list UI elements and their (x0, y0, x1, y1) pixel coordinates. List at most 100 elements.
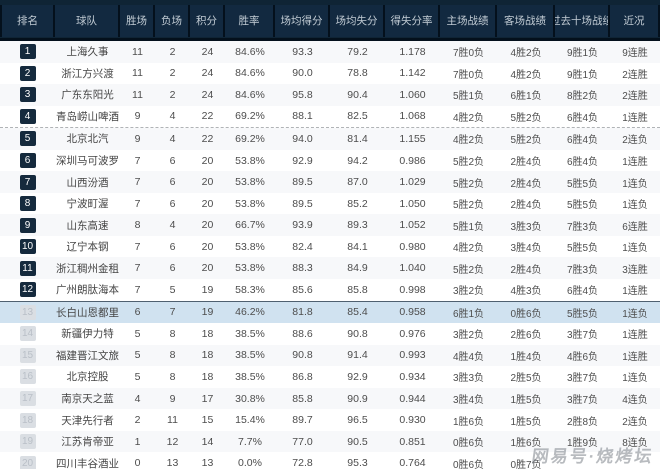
cell-recent: 2连胜 (622, 69, 648, 81)
rank-badge: 9 (19, 217, 36, 233)
cell-recent: 3连胜 (622, 264, 648, 276)
cell-wins: 8 (134, 219, 141, 232)
cell-rank: 15 (0, 347, 55, 363)
cell-losses: 8 (169, 370, 176, 383)
cell-losses: 4 (169, 132, 176, 145)
cell-home: 0胜6负 (452, 438, 485, 450)
cell-losses: 2 (169, 88, 176, 101)
cell-recent: 1连胜 (622, 112, 648, 124)
cell-points: 13 (201, 457, 214, 469)
table-row[interactable]: 15 福建晋江文旅 5 8 18 38.5% 90.8 91.4 0.993 4胜4负 1胜4负 4胜… (0, 344, 660, 367)
cell-home: 5胜1负 (452, 91, 485, 103)
cell-last10: 1胜9负 (566, 438, 599, 450)
cell-avg_for: 86.8 (292, 370, 313, 383)
cell-last10: 6胜4负 (566, 135, 599, 147)
rank-badge: 1 (19, 44, 36, 60)
table-row[interactable]: 16 北京控股 5 8 18 38.5% 86.8 92.9 0.934 3胜3负 2胜5负 3胜7负… (0, 366, 660, 388)
table-row[interactable]: 10 辽宁本钢 7 6 20 53.8% 82.4 84.1 0.980 4胜2负 3胜4负 5胜5负… (0, 235, 660, 258)
cell-away: 4胜3负 (510, 286, 542, 298)
cell-ratio: 1.142 (399, 67, 426, 80)
cell-wins: 9 (134, 132, 141, 145)
cell-recent: 2连胜 (622, 91, 648, 103)
cell-losses: 2 (169, 45, 176, 58)
cell-avg_for: 77.0 (292, 435, 313, 448)
cell-home: 1胜6负 (452, 416, 485, 428)
cell-points: 18 (201, 327, 214, 340)
cell-rank: 1 (0, 44, 55, 60)
cell-team: 青岛崂山啤酒 (56, 110, 119, 123)
cell-ratio: 1.068 (399, 110, 426, 123)
cell-avg_for: 82.4 (292, 240, 313, 253)
cell-losses: 8 (169, 349, 176, 362)
cell-avg_for: 93.3 (292, 45, 313, 58)
standings-table-body: 1 上海久事 11 2 24 84.6% 93.3 79.2 1.178 7胜0负 4胜2负 9胜1负… (0, 41, 660, 469)
cell-win_pct: 30.8% (235, 392, 265, 405)
cell-points: 20 (201, 240, 214, 253)
cell-ratio: 0.958 (399, 306, 426, 319)
cell-rank: 2 (0, 65, 55, 81)
cell-team: 新疆伊力特 (61, 328, 114, 341)
cell-points: 19 (201, 306, 214, 319)
table-row[interactable]: 19 江苏肯帝亚 1 12 14 7.7% 77.0 90.5 0.851 0胜6负 1胜6负 1胜9… (0, 430, 660, 453)
table-row[interactable]: 4 青岛崂山啤酒 9 4 22 69.2% 88.1 82.5 1.068 4胜2负 5胜2负 6胜4… (0, 105, 660, 129)
cell-losses: 9 (169, 392, 176, 405)
cell-avg_against: 90.5 (347, 435, 368, 448)
table-row[interactable]: 1 上海久事 11 2 24 84.6% 93.3 79.2 1.178 7胜0负 4胜2负 9胜1负… (0, 41, 660, 63)
cell-home: 4胜2负 (452, 112, 485, 124)
cell-losses: 5 (169, 283, 176, 296)
cell-avg_against: 84.1 (347, 240, 368, 253)
cell-team: 山东高速 (66, 219, 109, 232)
cell-home: 4胜4负 (452, 351, 485, 363)
table-row[interactable]: 5 北京北汽 9 4 22 69.2% 94.0 81.4 1.155 4胜2负 5胜2负 6胜4负 2… (0, 128, 660, 150)
cell-team: 天津先行者 (61, 414, 114, 427)
table-row[interactable]: 3 广东东阳光 11 2 24 84.6% 95.8 90.4 1.060 5胜1负 6胜1负 8胜2… (0, 84, 660, 106)
table-row[interactable]: 9 山东高速 8 4 20 66.7% 93.9 89.3 1.052 5胜1负 3胜3负 7胜3负 6… (0, 214, 660, 236)
cell-rank: 13 (0, 304, 55, 320)
rank-badge: 18 (19, 412, 36, 428)
cell-home: 3胜2负 (452, 286, 485, 298)
cell-recent: 9连胜 (622, 48, 648, 60)
table-row[interactable]: 11 浙江稠州金租 7 6 20 53.8% 88.3 84.9 1.040 5胜2负 2胜4负 7胜… (0, 257, 660, 280)
cell-ratio: 0.930 (399, 414, 426, 427)
cell-losses: 4 (169, 219, 176, 232)
header-cell-team: 球队 (55, 4, 120, 37)
cell-avg_for: 88.6 (292, 327, 313, 340)
table-row[interactable]: 8 宁波町渥 7 6 20 53.8% 89.5 85.2 1.050 5胜2负 2胜4负 5胜5负 1… (0, 192, 660, 215)
cell-last10: 9胜1负 (566, 69, 599, 81)
cell-team: 山西汾酒 (66, 176, 109, 189)
cell-team: 南京天之蓝 (61, 393, 114, 406)
cell-home: 0胜6负 (452, 459, 485, 469)
cell-losses: 6 (169, 154, 176, 167)
rank-badge: 14 (19, 326, 36, 342)
cell-home: 5胜1负 (452, 221, 485, 233)
table-row[interactable]: 2 浙江方兴渡 11 2 24 84.6% 90.0 78.8 1.142 7胜0负 4胜2负 9胜1… (0, 62, 660, 85)
cell-recent: 1连胜 (622, 351, 648, 363)
rank-badge: 13 (19, 304, 36, 320)
table-row[interactable]: 18 天津先行者 2 11 15 15.4% 89.7 96.5 0.930 1胜6负 1胜5负 2胜… (0, 409, 660, 431)
cell-losses: 11 (167, 414, 178, 427)
cell-ratio: 0.993 (399, 349, 426, 362)
table-row[interactable]: 7 山西汾酒 7 6 20 53.8% 89.5 87.0 1.029 5胜2负 2胜4负 5胜5负 1… (0, 171, 660, 193)
rank-badge: 3 (19, 87, 36, 103)
table-row[interactable]: 20 四川丰谷酒业 0 13 13 0.0% 72.8 95.3 0.764 0胜6负 0胜7负 (0, 452, 660, 469)
cell-away: 2胜4负 (510, 264, 542, 276)
cell-last10: 3胜7负 (566, 395, 599, 407)
cell-rank: 7 (0, 174, 55, 190)
cell-wins: 1 (134, 435, 141, 448)
cell-rank: 11 (0, 260, 55, 276)
cell-team: 四川丰谷酒业 (56, 457, 119, 469)
header-cell-away: 客场战绩 (497, 4, 555, 37)
table-row[interactable]: 12 广州朗肽海本 7 5 19 58.3% 85.6 85.8 0.998 3胜2负 4胜3负 6胜… (0, 279, 660, 301)
cell-avg_for: 88.1 (292, 110, 313, 123)
table-row[interactable]: 17 南京天之蓝 4 9 17 30.8% 85.8 90.9 0.944 3胜4负 1胜5负 3胜7… (0, 387, 660, 410)
cell-home: 4胜2负 (452, 135, 485, 147)
table-row[interactable]: 14 新疆伊力特 5 8 18 38.5% 88.6 90.8 0.976 3胜2负 2胜6负 3胜7… (0, 323, 660, 345)
table-row[interactable]: 13 长白山恩都里 6 7 19 46.2% 81.8 85.4 0.958 6胜1负 0胜6负 5胜… (0, 300, 660, 324)
cell-avg_against: 82.5 (347, 110, 368, 123)
cell-avg_against: 90.8 (347, 327, 368, 340)
cell-rank: 12 (0, 282, 55, 298)
rank-badge: 17 (19, 391, 36, 407)
table-row[interactable]: 6 深圳马可波罗 7 6 20 53.8% 92.9 94.2 0.986 5胜2负 2胜4负 6胜4… (0, 149, 660, 172)
cell-avg_for: 88.3 (292, 262, 313, 275)
cell-rank: 10 (0, 239, 55, 255)
